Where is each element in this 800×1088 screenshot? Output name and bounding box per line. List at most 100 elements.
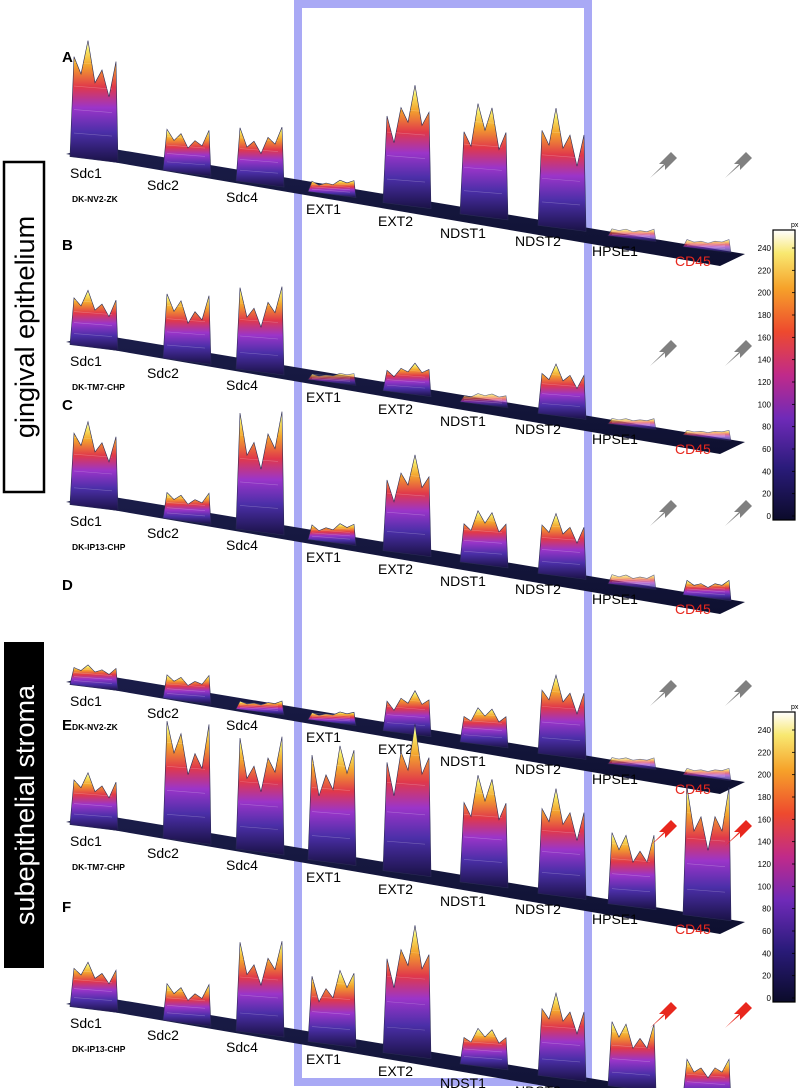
peak-mesh-line <box>239 702 279 706</box>
peak-mesh-line <box>686 582 726 587</box>
peak-mesh-line <box>166 1012 206 1017</box>
colorbar-tick-label: 80 <box>762 905 771 914</box>
peak-mesh-line <box>73 970 113 974</box>
peak-sdc1 <box>69 40 119 163</box>
peak-ext1 <box>307 969 357 1048</box>
panel-a: A Sdc1 Sdc2 Sdc4 EXT1 EXT2 NDST1 NDST2 HPSE1 CD45… <box>62 40 752 269</box>
peak-ext2 <box>382 723 432 877</box>
peak-mesh-line <box>463 529 503 533</box>
peak-mesh-line <box>611 579 651 584</box>
peak-mesh-line <box>166 305 206 309</box>
peak-mesh-line <box>239 703 279 708</box>
peak-cd45 <box>682 429 732 442</box>
peak-sdc4 <box>235 286 285 376</box>
peak-mesh-line <box>166 997 206 1002</box>
peak-mesh-line <box>386 155 426 159</box>
panel-b: B Sdc1 Sdc2 Sdc4 EXT1 EXT2 NDST1 NDST2 HPSE1 CD45… <box>62 237 752 457</box>
gene-label-ext2: EXT2 <box>378 1063 413 1079</box>
gene-label-ndst2: NDST2 <box>515 581 561 597</box>
peak-cd45 <box>682 239 732 254</box>
peak-mesh-line <box>541 851 581 855</box>
sample-id: DK-NV2-ZK <box>72 194 119 204</box>
peak-mesh-line <box>166 765 206 770</box>
peak-mesh-line <box>311 529 351 533</box>
peak-cd45 <box>682 579 732 602</box>
peak-mesh-line <box>611 759 651 764</box>
peak-mesh-line <box>239 352 279 356</box>
peak-mesh-line <box>311 184 351 188</box>
gene-label-sdc4: Sdc4 <box>226 189 258 205</box>
sample-id: DK-NV2-ZK <box>72 722 119 732</box>
gingival-epithelium-text: gingival epithelium <box>10 216 40 438</box>
peak-mesh-line <box>239 481 279 486</box>
gray-arrow-icon <box>650 680 677 706</box>
peak-mesh-line <box>463 1048 503 1053</box>
peak-mesh-line <box>386 752 426 757</box>
peak-mesh-line <box>166 507 206 512</box>
peak-ext1 <box>307 711 357 726</box>
peak-mesh-line <box>541 1009 581 1013</box>
gene-label-sdc1: Sdc1 <box>70 1015 102 1031</box>
peak-sdc1 <box>69 772 119 831</box>
peak-mesh-line <box>311 717 351 722</box>
peak-sdc2 <box>162 128 212 177</box>
peak-mesh-line <box>611 231 651 235</box>
peak-mesh-line <box>611 581 651 586</box>
peak-mesh-line <box>239 781 279 785</box>
peak-ext1 <box>307 523 357 546</box>
gene-label-cd45: CD45 <box>675 601 711 617</box>
peak-mesh-line <box>239 705 279 710</box>
peak-mesh-line <box>73 85 113 90</box>
colorbar-tick-label: 120 <box>758 860 772 869</box>
peak-hpse1 <box>607 757 657 771</box>
panel-letter: E <box>62 717 72 734</box>
colorbar-tick-label: 220 <box>758 748 772 757</box>
peak-hpse1 <box>607 574 657 591</box>
peak-mesh-line <box>463 712 503 717</box>
gray-arrow-icon <box>725 680 752 706</box>
peak-mesh-line <box>73 988 113 992</box>
peak-mesh-line <box>386 1026 426 1031</box>
peak-sdc4 <box>235 736 285 856</box>
peak-mesh-line <box>386 373 426 378</box>
peak-ndst2 <box>537 991 587 1082</box>
gene-label-ext1: EXT1 <box>306 729 341 745</box>
peak-hpse1 <box>607 1021 657 1088</box>
peak-mesh-line <box>311 376 351 381</box>
peak-mesh-line <box>686 888 726 893</box>
peak-mesh-line <box>73 676 113 680</box>
peak-mesh-line <box>386 706 426 710</box>
peak-mesh-line <box>463 398 503 402</box>
gene-label-sdc1: Sdc1 <box>70 165 102 181</box>
peak-mesh-line <box>463 167 503 171</box>
gene-label-ext1: EXT1 <box>306 201 341 217</box>
peak-mesh-line <box>686 773 726 777</box>
peak-mesh-line <box>611 1044 651 1049</box>
peak-mesh-line <box>463 720 503 724</box>
peak-sdc1 <box>69 420 119 511</box>
peak-mesh-line <box>541 383 581 388</box>
gray-arrow-icon <box>650 340 677 366</box>
gene-label-cd45: CD45 <box>675 781 711 797</box>
peak-mesh-line <box>311 535 351 540</box>
gene-label-ndst1: NDST1 <box>440 1075 486 1088</box>
peak-mesh-line <box>463 540 503 544</box>
peak-mesh-line <box>463 399 503 404</box>
peak-mesh-line <box>611 758 651 762</box>
peak-ext2 <box>382 690 432 737</box>
peak-mesh-line <box>239 958 279 963</box>
colorbar-tick-label: 60 <box>762 927 771 936</box>
panels: A Sdc1 Sdc2 Sdc4 EXT1 EXT2 NDST1 NDST2 HPSE1 CD45… <box>62 40 752 1088</box>
peak-mesh-line <box>311 811 351 815</box>
peak-sdc1 <box>69 289 119 351</box>
peak-ndst2 <box>537 107 587 232</box>
peak-ndst2 <box>537 363 587 420</box>
peak-mesh-line <box>463 859 503 863</box>
gene-label-sdc2: Sdc2 <box>147 365 179 381</box>
peak-mesh-line <box>239 826 279 830</box>
panel-letter: F <box>62 899 71 916</box>
gene-label-sdc4: Sdc4 <box>226 717 258 733</box>
peak-mesh-line <box>166 789 206 794</box>
peak-mesh-line <box>611 421 651 425</box>
